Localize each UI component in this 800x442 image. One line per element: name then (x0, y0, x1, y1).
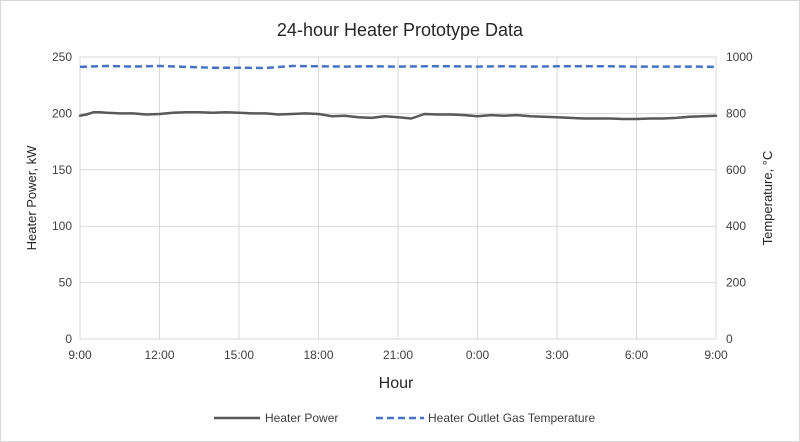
left-y-tick-label: 150 (52, 163, 72, 177)
right-y-axis-ticks: 0 200 400 600 800 1000 (726, 50, 753, 346)
x-tick-label: 0:00 (466, 348, 490, 362)
left-y-tick-label: 200 (52, 106, 72, 120)
series-line-outlet-temperature (79, 64, 717, 70)
x-tick-label: 9:00 (704, 348, 728, 362)
x-tick-label: 3:00 (545, 348, 569, 362)
x-tick-label: 21:00 (383, 348, 413, 362)
right-y-tick-label: 0 (726, 332, 733, 346)
series-line-heater-power (78, 111, 718, 121)
left-y-tick-label: 0 (65, 332, 72, 346)
x-tick-label: 15:00 (224, 348, 254, 362)
legend-label-outlet-temperature: Heater Outlet Gas Temperature (428, 411, 596, 425)
x-tick-label: 6:00 (625, 348, 649, 362)
left-y-axis-title: Heater Power, kW (24, 145, 39, 250)
right-y-tick-label: 200 (726, 276, 746, 290)
x-tick-label: 18:00 (303, 348, 333, 362)
left-y-tick-label: 50 (59, 276, 73, 290)
right-y-tick-label: 600 (726, 163, 746, 177)
right-y-tick-label: 400 (726, 219, 746, 233)
series-layer (78, 64, 718, 121)
x-axis-title: Hour (379, 375, 414, 392)
left-y-tick-label: 250 (52, 50, 72, 64)
gridlines (79, 56, 717, 340)
left-y-tick-label: 100 (52, 219, 72, 233)
x-axis-ticks: 9:00 12:00 15:00 18:00 21:00 0:00 3:00 6:00 9:00 (68, 348, 728, 362)
right-y-tick-label: 1000 (726, 50, 753, 64)
chart-title: 24-hour Heater Prototype Data (277, 20, 524, 40)
legend: Heater Power Heater Outlet Gas Temperatu… (214, 411, 596, 425)
x-tick-label: 9:00 (68, 348, 92, 362)
left-y-axis-ticks: 0 50 100 150 200 250 (52, 50, 72, 346)
right-y-axis-title: Temperature, °C (760, 151, 775, 246)
right-y-tick-label: 800 (726, 106, 746, 120)
legend-label-heater-power: Heater Power (265, 411, 338, 425)
x-tick-label: 12:00 (144, 348, 174, 362)
